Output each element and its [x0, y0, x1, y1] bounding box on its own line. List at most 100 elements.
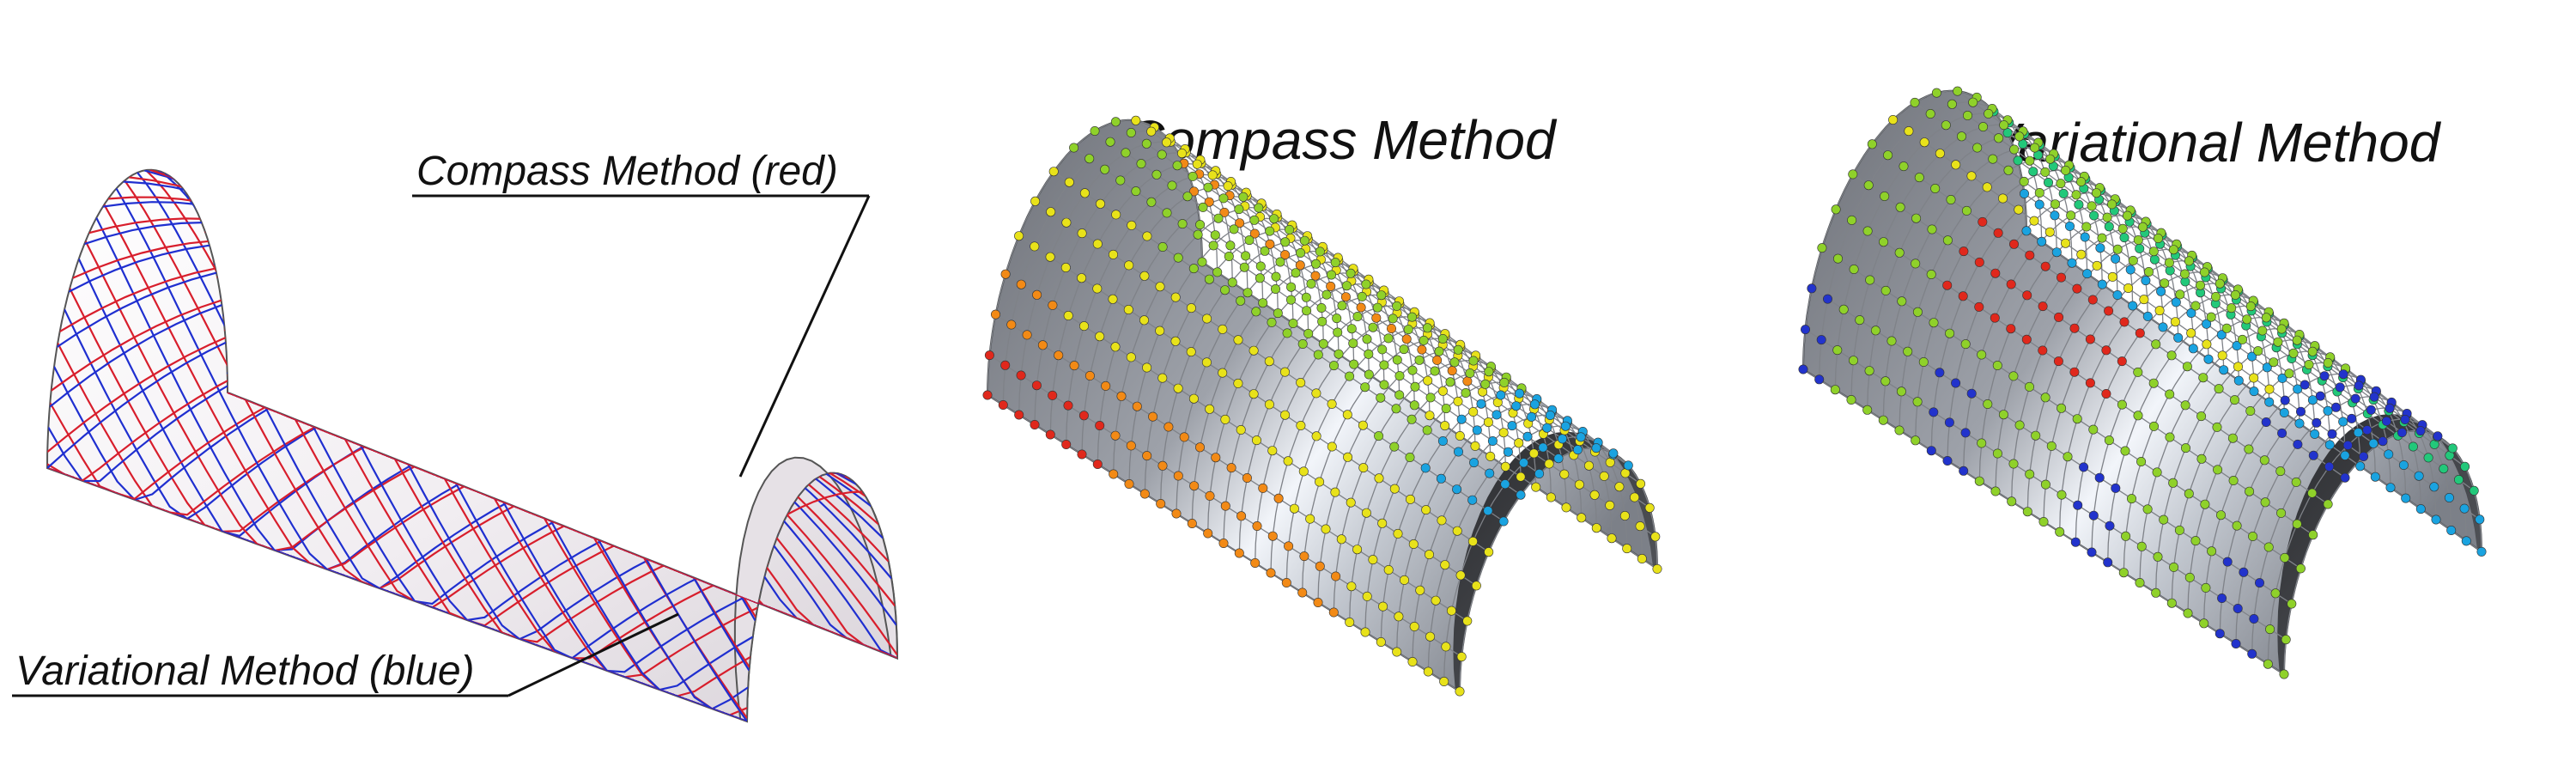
mesh-vertex: [2293, 439, 2303, 449]
mesh-vertex: [2112, 289, 2123, 300]
mesh-vertex: [1202, 313, 1212, 324]
mesh-vertex: [1315, 561, 1325, 571]
mesh-vertex: [1333, 327, 1343, 338]
mesh-vertex: [1608, 448, 1619, 459]
mesh-vertex: [2040, 261, 2050, 271]
mesh-vertex: [2165, 265, 2175, 276]
mesh-vertex: [2119, 233, 2129, 243]
mesh-vertex: [1170, 292, 1181, 302]
mesh-vertex: [1880, 192, 1890, 202]
mesh-vertex: [1880, 285, 1891, 295]
mesh-vertex: [1637, 553, 1647, 563]
mesh-vertex: [2308, 530, 2318, 540]
mesh-vertex: [1982, 182, 1992, 192]
variational-method-blue-label: Variational Method (blue): [15, 648, 475, 694]
mesh-vertex: [1431, 595, 1441, 606]
mesh-vertex: [2429, 482, 2439, 492]
mesh-vertex: [2069, 367, 2080, 377]
mesh-vertex: [1408, 539, 1419, 549]
mesh-vertex: [1356, 302, 1366, 313]
mesh-vertex: [1878, 415, 1888, 425]
mesh-vertex: [1090, 126, 1100, 137]
mesh-vertex: [1484, 547, 1494, 557]
mesh-vertex: [1644, 502, 1655, 513]
variational-mesh-panel: [1798, 86, 2487, 679]
mesh-vertex: [2128, 255, 2138, 265]
mesh-vertex: [2152, 467, 2162, 478]
mesh-vertex: [1032, 289, 1042, 300]
mesh-vertex: [1357, 291, 1367, 301]
mesh-vertex: [1201, 357, 1212, 368]
mesh-vertex: [1492, 410, 1502, 420]
mesh-vertex: [1830, 385, 1840, 395]
mesh-vertex: [1264, 356, 1274, 367]
mesh-vertex: [2111, 253, 2121, 264]
mesh-vertex: [1544, 459, 1554, 469]
mesh-vertex: [1379, 360, 1389, 370]
mesh-vertex: [1204, 197, 1214, 207]
mesh-vertex: [2029, 216, 2039, 226]
mesh-vertex: [1220, 285, 1230, 295]
mesh-vertex: [1142, 362, 1152, 373]
mesh-vertex: [1360, 627, 1370, 637]
mesh-vertex: [1437, 386, 1448, 396]
mesh-vertex: [2203, 354, 2214, 364]
mesh-vertex: [1302, 306, 1312, 316]
mesh-vertex: [1156, 498, 1166, 508]
mesh-vertex: [1236, 295, 1246, 306]
mesh-vertex: [2136, 456, 2147, 466]
mesh-vertex: [1888, 115, 1899, 125]
mesh-vertex: [2072, 414, 2082, 424]
mesh-vertex: [1379, 380, 1389, 390]
mesh-vertex: [1963, 111, 1973, 121]
mesh-vertex: [1208, 240, 1218, 251]
mesh-vertex: [1904, 126, 1914, 137]
mesh-vertex: [1220, 414, 1230, 424]
mesh-vertex: [2415, 504, 2426, 514]
mesh-vertex: [1394, 371, 1405, 381]
mesh-vertex: [1048, 390, 1058, 400]
mesh-vertex: [1115, 175, 1126, 186]
mesh-vertex: [1831, 204, 1841, 215]
mesh-vertex: [1614, 482, 1625, 492]
mesh-vertex: [2101, 388, 2111, 399]
mesh-vertex: [2170, 317, 2180, 327]
mesh-vertex: [1327, 399, 1337, 409]
mesh-vertex: [2038, 301, 2048, 312]
mesh-vertex: [1528, 448, 1539, 459]
mesh-vertex: [1530, 399, 1540, 410]
mesh-vertex: [1331, 571, 1341, 581]
mesh-vertex: [1447, 366, 1457, 376]
mesh-vertex: [1016, 370, 1026, 380]
mesh-vertex: [2025, 155, 2035, 166]
mesh-vertex: [2340, 450, 2350, 460]
mesh-vertex: [2211, 291, 2221, 301]
mesh-vertex: [2133, 411, 2143, 421]
mesh-vertex: [2107, 271, 2117, 282]
mesh-vertex: [2207, 546, 2217, 557]
mesh-vertex: [1182, 192, 1193, 202]
mesh-vertex: [1470, 441, 1480, 451]
mesh-vertex: [1945, 328, 1955, 338]
mesh-vertex: [1188, 171, 1198, 181]
mesh-vertex: [1207, 170, 1218, 180]
mesh-vertex: [1449, 357, 1460, 368]
mesh-vertex: [2227, 303, 2237, 313]
mesh-vertex: [1298, 466, 1309, 477]
mesh-vertex: [1358, 463, 1369, 473]
mesh-vertex: [1572, 445, 1583, 455]
mesh-vertex: [1280, 367, 1291, 377]
mesh-vertex: [2135, 243, 2145, 253]
mesh-vertex: [1305, 514, 1315, 524]
mesh-vertex: [1146, 126, 1157, 137]
mesh-vertex: [1454, 447, 1464, 457]
mesh-vertex: [2292, 519, 2302, 529]
mesh-vertex: [1131, 186, 1141, 197]
mesh-vertex: [1187, 518, 1197, 528]
mesh-vertex: [2214, 384, 2224, 394]
mesh-vertex: [1109, 469, 1119, 479]
mesh-vertex: [1848, 169, 1858, 180]
mesh-vertex: [1296, 420, 1306, 430]
mesh-vertex: [2149, 254, 2160, 265]
